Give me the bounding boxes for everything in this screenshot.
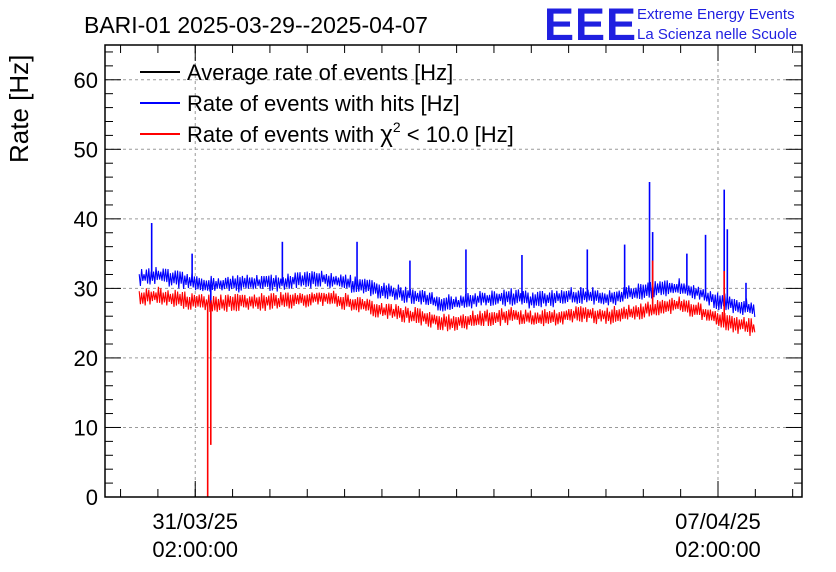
chart-title: BARI-01 2025-03-29--2025-04-07 <box>84 12 428 38</box>
series-layer <box>138 181 756 497</box>
y-tick-label: 10 <box>74 415 98 440</box>
series-line-1 <box>138 286 756 337</box>
y-tick-label: 20 <box>74 346 98 371</box>
y-tick-label: 30 <box>74 276 98 301</box>
y-tick-label: 40 <box>74 207 98 232</box>
y-tick-label: 0 <box>86 485 98 510</box>
legend-chi2-prefix: Rate of events with <box>187 122 380 147</box>
grid-lines <box>105 45 802 497</box>
plot-frame <box>104 44 803 498</box>
x-tick-label-time: 02:00:00 <box>152 537 238 562</box>
axis-ticks: 0 10 20 30 40 50 60 31/03/25 02:00:00 07/04/25 02:… <box>74 45 802 562</box>
y-tick-label: 60 <box>74 68 98 93</box>
legend-chi2-symbol: χ <box>380 121 393 148</box>
x-tick-label: 07/04/25 <box>675 509 761 534</box>
legend-label-chi2: Rate of events with χ2 < 10.0 [Hz] <box>187 119 514 148</box>
logo-line-2: La Scienza nelle Scuole <box>637 26 797 43</box>
legend-chi2-superscript: 2 <box>393 119 401 135</box>
y-tick-label: 50 <box>74 137 98 162</box>
legend-label-average: Average rate of events [Hz] <box>187 60 453 85</box>
legend-label-hits: Rate of events with hits [Hz] <box>187 91 460 116</box>
legend: Average rate of events [Hz] Rate of even… <box>140 60 514 148</box>
legend-chi2-suffix: < 10.0 [Hz] <box>401 122 514 147</box>
eee-logo: EEE <box>544 0 637 50</box>
logo-line-1: Extreme Energy Events <box>637 6 795 23</box>
x-tick-label-time: 02:00:00 <box>675 537 761 562</box>
x-tick-label: 31/03/25 <box>152 509 238 534</box>
y-axis-label: Rate [Hz] <box>4 55 34 163</box>
